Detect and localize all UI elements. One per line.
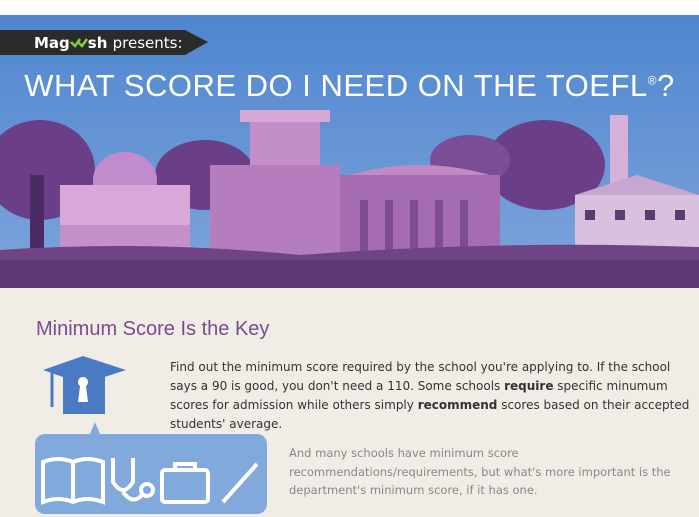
brand-presents: presents: (113, 34, 183, 52)
title-text: ? (657, 68, 675, 103)
paragraph: And many schools have minimum score reco… (289, 444, 689, 500)
paragraph: Find out the minimum score required by t… (170, 358, 690, 434)
title-mark: ® (648, 74, 657, 88)
brand-text: Mag (34, 34, 70, 52)
cap-icon (38, 352, 128, 418)
majors-icons (35, 422, 267, 514)
title: WHAT SCORE DO I NEED ON THE TOEFL®? (0, 68, 699, 104)
bold-text: recommend (418, 398, 498, 412)
logo-check (70, 36, 88, 48)
section-heading: Minimum Score Is the Key (36, 318, 269, 341)
banner-illustration (0, 15, 699, 288)
page: Magsh presents: WHAT SCORE DO I NEED ON … (0, 0, 699, 517)
title-text: WHAT SCORE DO I NEED ON THE TOEFL (24, 68, 647, 103)
bold-text: require (504, 379, 553, 393)
brand-text: sh (88, 34, 108, 52)
